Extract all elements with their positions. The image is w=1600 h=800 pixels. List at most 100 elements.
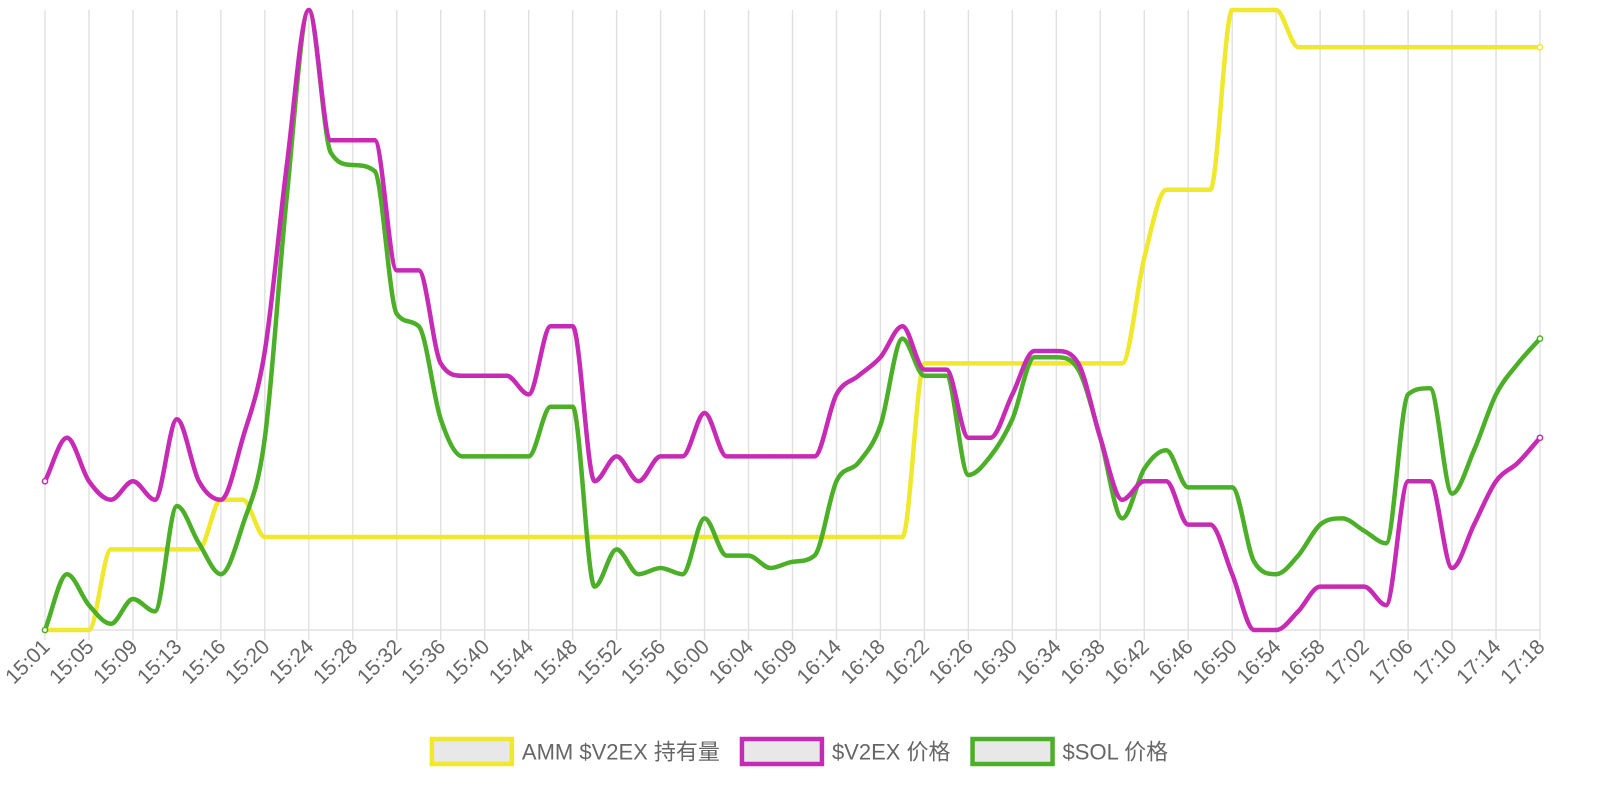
data-point	[1208, 522, 1213, 527]
data-point	[900, 336, 905, 341]
x-tick-label: 15:40	[441, 635, 494, 688]
data-point	[1296, 609, 1301, 614]
data-point	[702, 410, 707, 415]
data-point	[988, 435, 993, 440]
data-point	[1428, 479, 1433, 484]
data-point	[130, 479, 135, 484]
data-point	[1296, 553, 1301, 558]
data-point	[570, 535, 575, 540]
data-point	[152, 609, 157, 614]
data-point	[548, 324, 553, 329]
data-point	[284, 193, 289, 198]
data-point	[658, 535, 663, 540]
data-point	[1494, 45, 1499, 50]
x-tick-label: 16:30	[968, 635, 1021, 688]
x-tick-label: 15:44	[485, 635, 539, 689]
data-point	[1318, 45, 1323, 50]
data-point	[570, 324, 575, 329]
data-point	[922, 373, 927, 378]
data-point	[86, 603, 91, 608]
data-point	[636, 535, 641, 540]
data-point	[174, 547, 179, 552]
data-point	[174, 503, 179, 508]
data-point	[262, 348, 267, 353]
data-point	[394, 268, 399, 273]
data-point	[372, 535, 377, 540]
data-point	[218, 572, 223, 577]
data-point	[790, 559, 795, 564]
data-point	[240, 435, 245, 440]
x-tick-label: 15:05	[45, 635, 98, 688]
x-tick-label: 17:10	[1408, 635, 1461, 688]
data-point	[746, 553, 751, 558]
data-point	[1516, 361, 1521, 366]
data-point	[1142, 255, 1147, 260]
x-tick-label: 17:18	[1496, 635, 1549, 688]
data-point	[482, 454, 487, 459]
legend-label: $V2EX 价格	[832, 740, 951, 765]
data-point	[108, 547, 113, 552]
data-point	[746, 535, 751, 540]
data-point	[64, 628, 69, 633]
x-tick-label: 16:38	[1056, 635, 1109, 688]
data-point	[174, 417, 179, 422]
data-point	[768, 454, 773, 459]
data-point	[460, 535, 465, 540]
x-tick-label: 17:02	[1320, 635, 1373, 688]
data-point	[328, 138, 333, 143]
data-point	[438, 535, 443, 540]
data-point	[526, 392, 531, 397]
data-point	[812, 553, 817, 558]
data-point	[1384, 541, 1389, 546]
data-point	[790, 454, 795, 459]
data-point	[152, 547, 157, 552]
data-point	[922, 361, 927, 366]
data-point	[1120, 516, 1125, 521]
data-point	[328, 535, 333, 540]
x-tick-label: 16:14	[793, 635, 847, 689]
data-point	[526, 454, 531, 459]
data-point	[196, 479, 201, 484]
data-point	[768, 535, 773, 540]
data-point	[570, 404, 575, 409]
x-tick-label: 15:16	[177, 635, 230, 688]
data-point	[394, 535, 399, 540]
x-tick-label: 16:04	[705, 635, 759, 689]
data-point	[1384, 45, 1389, 50]
data-point	[746, 454, 751, 459]
legend-item-2[interactable]: $SOL 价格	[970, 736, 1169, 767]
data-point	[614, 547, 619, 552]
data-point	[944, 367, 949, 372]
x-tick-label: 15:01	[1, 635, 54, 688]
legend-swatch	[970, 736, 1055, 767]
data-point	[878, 423, 883, 428]
data-point	[1032, 361, 1037, 366]
data-point	[1536, 43, 1544, 51]
data-point	[196, 541, 201, 546]
data-point	[592, 479, 597, 484]
legend-item-0[interactable]: AMM $V2EX 持有量	[429, 736, 720, 767]
data-point	[1340, 516, 1345, 521]
data-point	[658, 566, 663, 571]
data-point	[1536, 335, 1544, 342]
data-point	[834, 392, 839, 397]
data-point	[1296, 45, 1301, 50]
data-point	[1274, 7, 1279, 12]
data-point	[1186, 522, 1191, 527]
data-point	[944, 373, 949, 378]
series-1	[41, 7, 1544, 633]
data-point	[1472, 522, 1477, 527]
legend-swatch	[739, 736, 825, 767]
data-point	[1406, 392, 1411, 397]
x-tick-label: 16:46	[1144, 635, 1197, 688]
data-point	[240, 522, 245, 527]
data-point	[1076, 361, 1081, 366]
data-point	[240, 497, 245, 502]
legend-item-1[interactable]: $V2EX 价格	[739, 736, 951, 767]
data-point	[636, 479, 641, 484]
data-point	[1054, 361, 1059, 366]
data-point	[900, 535, 905, 540]
data-point	[1164, 448, 1169, 453]
data-point	[504, 373, 509, 378]
data-point	[724, 535, 729, 540]
